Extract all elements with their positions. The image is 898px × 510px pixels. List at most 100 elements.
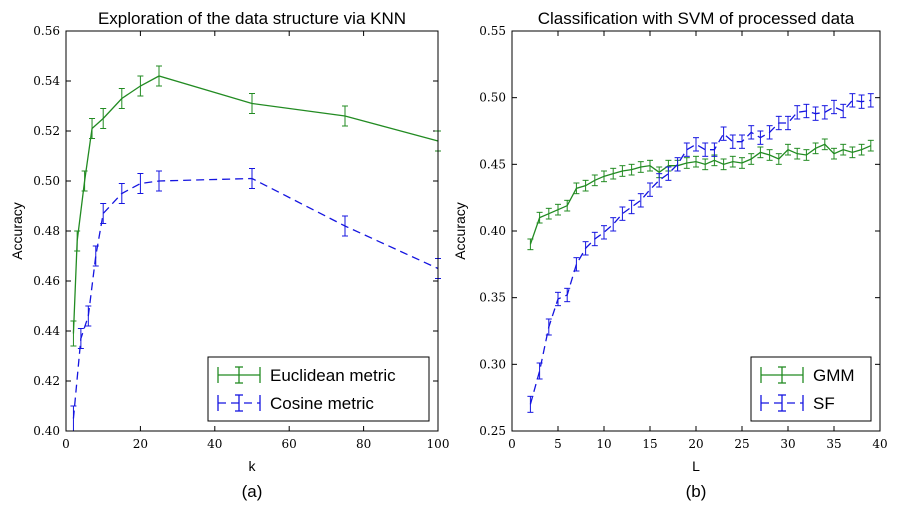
- error-bar: [693, 155, 699, 168]
- error-bar: [739, 157, 745, 169]
- error-bar: [766, 125, 773, 140]
- error-bar: [564, 199, 571, 212]
- error-bar: [637, 161, 644, 173]
- x-tick-label: 100: [427, 437, 450, 451]
- error-bar: [573, 182, 580, 195]
- y-tick-label: 0.42: [33, 374, 60, 388]
- error-bar: [137, 75, 144, 97]
- error-bar: [582, 241, 589, 256]
- error-bar: [867, 139, 874, 152]
- error-bar: [342, 215, 348, 237]
- error-bar: [610, 217, 617, 232]
- y-tick-label: 0.48: [33, 224, 60, 238]
- error-bar: [803, 103, 810, 119]
- error-bar: [831, 99, 837, 115]
- error-bar: [748, 153, 755, 165]
- error-bar: [85, 305, 92, 327]
- x-tick-label: 15: [642, 437, 657, 451]
- legend: Euclidean metric Cosine metric: [207, 356, 430, 422]
- error-bar: [89, 118, 96, 139]
- series-line-euclidean-metric: [72, 75, 439, 334]
- error-bar: [573, 257, 580, 272]
- error-bar: [601, 170, 607, 183]
- error-bar: [720, 158, 727, 171]
- y-tick-label: 0.54: [33, 74, 60, 88]
- y-tick-label: 0.56: [33, 24, 60, 38]
- error-bar: [693, 137, 699, 152]
- error-bar: [601, 225, 607, 240]
- error-bar: [582, 179, 589, 192]
- error-bar: [545, 207, 552, 220]
- x-tick-label: 40: [207, 437, 222, 451]
- error-bar: [794, 105, 801, 120]
- error-bar: [156, 65, 162, 87]
- y-tick-label: 0.50: [33, 174, 60, 188]
- y-tick-label: 0.55: [479, 24, 506, 38]
- error-bar: [794, 147, 801, 160]
- legend-box: [750, 356, 872, 422]
- error-bar: [637, 193, 644, 208]
- y-tick-label: 0.46: [33, 274, 60, 288]
- x-tick-label: 25: [734, 437, 749, 451]
- error-bar: [821, 105, 828, 120]
- error-bar: [858, 143, 865, 156]
- error-bar: [840, 143, 847, 156]
- plot-frame: [65, 30, 439, 432]
- x-tick-label: 5: [554, 437, 562, 451]
- error-bar: [867, 93, 874, 108]
- error-bar: [591, 174, 598, 187]
- error-bar: [628, 199, 635, 215]
- x-tick-label: 10: [596, 437, 611, 451]
- error-bar: [757, 130, 764, 145]
- error-bar: [812, 142, 819, 155]
- error-bar: [739, 134, 745, 149]
- error-bar: [729, 155, 736, 168]
- error-bar: [610, 167, 617, 180]
- x-tick-label: 35: [826, 437, 841, 451]
- error-bar: [683, 142, 690, 157]
- error-bar: [555, 203, 561, 216]
- y-tick-label: 0.25: [479, 424, 506, 438]
- error-bar: [100, 203, 107, 224]
- legend-label: GMM: [813, 366, 855, 385]
- x-tick-label: 80: [356, 437, 371, 451]
- x-tick-label: 40: [872, 437, 887, 451]
- error-bar: [702, 158, 709, 171]
- legend-label: Cosine metric: [270, 394, 374, 413]
- series-line-gmm: [529, 143, 872, 245]
- y-tick-label: 0.45: [479, 157, 506, 171]
- panel-caption: (a): [242, 482, 263, 501]
- y-axis-label: Accuracy: [452, 202, 468, 260]
- y-tick-label: 0.35: [479, 291, 506, 305]
- error-bar: [342, 105, 348, 127]
- error-bar: [702, 142, 709, 157]
- error-bar: [803, 149, 810, 161]
- legend-entry: SF: [760, 394, 835, 413]
- x-axis-label: L: [692, 458, 700, 474]
- error-bar: [70, 405, 77, 432]
- error-bar: [527, 238, 534, 251]
- error-bar: [156, 170, 162, 192]
- x-tick-label: 30: [780, 437, 795, 451]
- x-tick-label: 20: [688, 437, 703, 451]
- legend-entry: Cosine metric: [217, 394, 374, 413]
- legend-label: SF: [813, 394, 835, 413]
- error-bar: [249, 168, 255, 189]
- x-tick-label: 0: [62, 437, 70, 451]
- panel-caption: (b): [686, 482, 707, 501]
- x-tick-label: 0: [508, 437, 516, 451]
- error-bar: [647, 159, 653, 172]
- error-bar: [683, 157, 690, 169]
- error-bar: [118, 183, 125, 204]
- legend-entry: GMM: [760, 366, 855, 385]
- y-tick-label: 0.50: [479, 91, 506, 105]
- error-bar: [812, 106, 819, 121]
- y-tick-label: 0.40: [479, 224, 506, 238]
- legend-entry: Euclidean metric: [217, 366, 396, 385]
- error-bar: [766, 149, 773, 161]
- legend-label: Euclidean metric: [270, 366, 396, 385]
- y-tick-label: 0.40: [33, 424, 60, 438]
- error-bar: [137, 173, 144, 194]
- legend: GMM SF: [750, 356, 872, 422]
- error-bar: [674, 157, 681, 172]
